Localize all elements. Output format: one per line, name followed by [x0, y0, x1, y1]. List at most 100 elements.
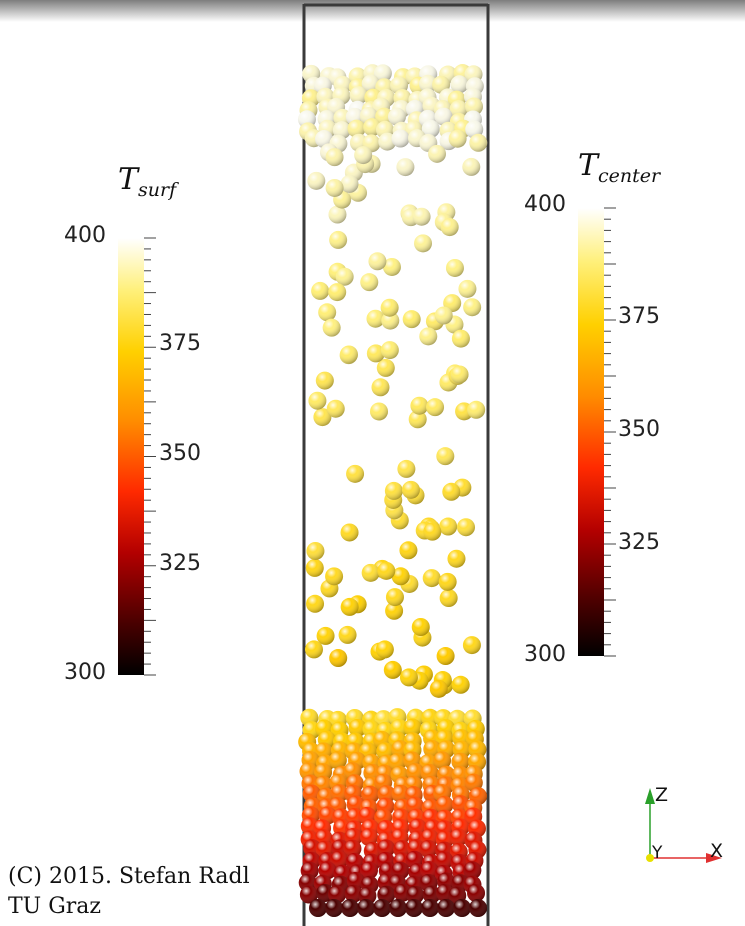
particle — [383, 660, 402, 679]
particle — [433, 751, 452, 770]
particle — [330, 850, 349, 869]
particle — [436, 447, 455, 466]
particle — [373, 899, 391, 917]
particle — [328, 283, 347, 302]
particle — [389, 899, 407, 917]
left-colorbar-tick-label: 375 — [159, 331, 201, 356]
particle — [391, 784, 410, 803]
particle — [434, 107, 453, 126]
particle — [340, 174, 359, 193]
particle — [419, 839, 438, 858]
particle — [410, 396, 429, 415]
particle — [302, 784, 321, 803]
particle — [359, 828, 378, 847]
particle — [456, 518, 475, 537]
particle — [349, 86, 368, 105]
particle — [368, 252, 387, 271]
particle — [405, 899, 423, 917]
particle — [437, 899, 455, 917]
particle — [399, 668, 418, 687]
particle — [451, 329, 470, 348]
particle — [307, 171, 326, 190]
particle — [361, 74, 380, 93]
particle — [347, 119, 366, 138]
right-colorbar-title: Tcenter — [578, 148, 661, 187]
particle — [447, 549, 466, 568]
left-colorbar-tick-label: 325 — [159, 551, 201, 576]
particle — [325, 899, 343, 917]
left-colorbar-gradient — [118, 238, 144, 675]
particle — [326, 399, 345, 418]
particle — [371, 378, 390, 397]
particle — [306, 594, 325, 613]
particle — [453, 899, 471, 917]
particle — [359, 861, 378, 880]
particle — [304, 640, 323, 659]
z-axis-arrow-icon — [645, 788, 655, 804]
particle — [422, 885, 441, 904]
particle — [328, 205, 347, 224]
right-colorbar-tick-label: 350 — [618, 417, 660, 442]
particle — [375, 107, 394, 126]
particle — [442, 482, 461, 501]
particle — [397, 459, 416, 478]
particle — [377, 839, 396, 858]
particle — [438, 572, 457, 591]
particle — [354, 146, 373, 165]
particle — [465, 97, 484, 116]
particle — [329, 230, 348, 249]
particle — [411, 618, 430, 637]
particle — [376, 358, 395, 377]
right-colorbar-gradient — [578, 208, 604, 656]
particle — [366, 309, 385, 328]
right-colorbar — [578, 207, 616, 657]
particle — [361, 563, 380, 582]
right-colorbar-tick-label: 375 — [618, 304, 660, 329]
particle — [391, 567, 410, 586]
particle — [329, 649, 348, 668]
left-colorbar — [118, 237, 156, 676]
particle — [385, 601, 404, 620]
left-colorbar-ticks — [144, 237, 156, 676]
particle — [325, 148, 344, 167]
particle — [426, 398, 445, 417]
particle — [380, 298, 399, 317]
particle — [396, 158, 415, 177]
particle — [360, 273, 379, 292]
particle — [325, 567, 344, 586]
particle — [377, 561, 396, 580]
x-axis-arrow-icon — [706, 853, 722, 863]
particle — [366, 344, 385, 363]
particle — [450, 75, 469, 94]
particle — [306, 541, 325, 560]
copyright-notice: (C) 2015. Stefan Radl TU Graz — [8, 862, 250, 922]
left-colorbar-min-label: 300 — [64, 660, 106, 685]
particle — [429, 679, 448, 698]
particle — [382, 257, 401, 276]
particle — [419, 74, 438, 93]
particle — [469, 133, 488, 152]
particle — [313, 408, 332, 427]
particle — [318, 303, 337, 322]
particle — [408, 410, 427, 429]
particle — [448, 129, 467, 148]
particle — [467, 400, 486, 419]
right-colorbar-tick-label: 325 — [618, 530, 660, 555]
particle — [451, 752, 470, 771]
particles — [297, 64, 488, 917]
right-colorbar-min-label: 300 — [524, 642, 566, 667]
particle — [385, 588, 404, 607]
particle — [420, 861, 439, 880]
viewport-top-shade — [0, 0, 745, 22]
particle — [338, 625, 357, 644]
particle — [373, 64, 392, 83]
particle — [450, 365, 469, 384]
particle — [467, 884, 486, 903]
particle — [325, 178, 344, 197]
particle — [332, 121, 351, 140]
particle — [316, 626, 335, 645]
particle — [305, 558, 324, 577]
particle — [435, 795, 454, 814]
particle — [340, 597, 359, 616]
